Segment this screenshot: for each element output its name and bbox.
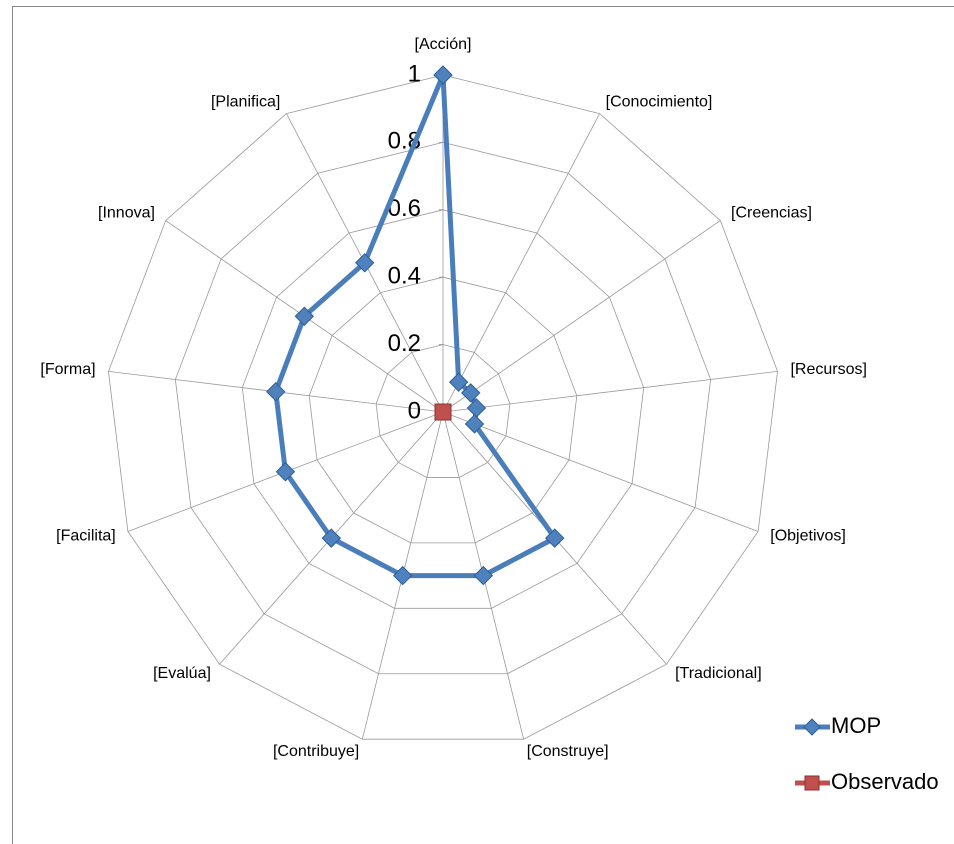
marker xyxy=(294,306,315,326)
category-label: [Planifica] xyxy=(211,93,280,110)
category-label: [Conocimiento] xyxy=(606,93,713,110)
marker xyxy=(545,528,565,548)
marker xyxy=(461,383,481,403)
chart-frame xyxy=(12,6,954,844)
category-label: [Forma] xyxy=(40,361,95,378)
tick-label: 0.4 xyxy=(388,263,421,290)
grid-ring xyxy=(241,209,645,609)
tick-label: 1 xyxy=(408,60,421,87)
category-label: [Facilita] xyxy=(56,527,116,544)
spoke xyxy=(442,113,600,413)
grid-ring xyxy=(375,344,511,478)
tick-label: 0 xyxy=(408,397,421,424)
category-label: [Recursos] xyxy=(790,361,866,378)
grid-ring xyxy=(174,141,712,675)
legend-marker xyxy=(803,718,821,736)
spoke xyxy=(442,370,778,413)
tick-label: 0.2 xyxy=(388,330,421,357)
legend-label: Observado xyxy=(831,769,939,794)
grid-ring xyxy=(308,276,578,544)
category-label: [Innova] xyxy=(98,204,155,221)
marker xyxy=(275,462,296,482)
grid-ring xyxy=(108,74,778,740)
category-label: [Creencias] xyxy=(731,204,812,221)
category-label: [Contribuye] xyxy=(273,743,359,760)
legend-marker xyxy=(804,775,820,791)
marker xyxy=(464,414,485,434)
category-label: [Construye] xyxy=(527,743,609,760)
category-label: [Objetivos] xyxy=(770,527,846,544)
marker xyxy=(473,565,494,586)
category-label: [Acción] xyxy=(415,36,472,53)
marker xyxy=(392,565,413,586)
marker xyxy=(321,528,341,548)
marker xyxy=(354,253,375,273)
marker xyxy=(448,372,469,392)
category-label: [Tradicional] xyxy=(675,665,762,682)
marker xyxy=(434,403,452,421)
category-label: [Evalúa] xyxy=(153,665,211,682)
marker xyxy=(266,381,286,402)
legend-label: MOP xyxy=(831,713,881,738)
spoke xyxy=(442,220,721,413)
spoke xyxy=(442,411,759,532)
marker xyxy=(433,65,453,85)
